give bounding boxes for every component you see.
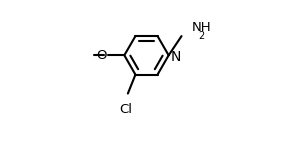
- Text: 2: 2: [198, 31, 204, 41]
- Text: NH: NH: [192, 21, 211, 34]
- Text: Cl: Cl: [119, 103, 132, 116]
- Text: N: N: [171, 50, 181, 64]
- Text: O: O: [96, 49, 107, 62]
